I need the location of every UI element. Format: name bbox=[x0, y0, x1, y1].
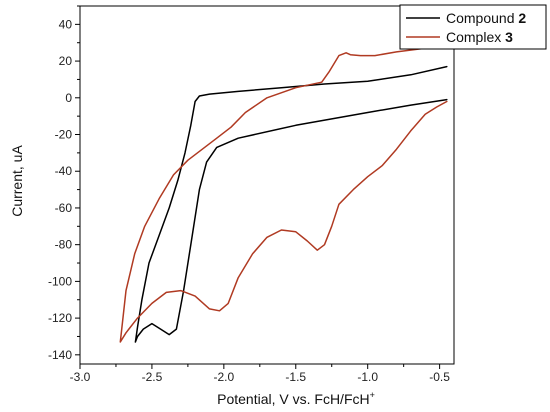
x-tick-label: -0.5 bbox=[429, 370, 450, 384]
y-axis-title: Current, uA bbox=[9, 145, 25, 217]
y-tick-label: 40 bbox=[59, 17, 73, 31]
x-axis-title: Potential, V vs. FcH/FcH+ bbox=[217, 390, 375, 407]
legend-box bbox=[399, 4, 547, 50]
y-tick-label: -140 bbox=[48, 348, 72, 362]
y-tick-label: -20 bbox=[55, 128, 73, 142]
y-tick-label: -80 bbox=[55, 238, 73, 252]
y-tick-label: -100 bbox=[48, 274, 72, 288]
y-tick-label: -120 bbox=[48, 311, 72, 325]
x-tick-label: -1.0 bbox=[357, 370, 378, 384]
y-tick-label: -60 bbox=[55, 201, 73, 215]
legend-entry-1: Compound 2 bbox=[446, 10, 526, 26]
plot-area bbox=[79, 5, 455, 365]
series-layer bbox=[119, 46, 448, 343]
x-tick-label: -1.5 bbox=[285, 370, 306, 384]
x-axis-title-sup: + bbox=[370, 390, 375, 400]
x-axis-title-text: Potential, V vs. FcH/FcH bbox=[217, 391, 369, 407]
y-tick-label: 20 bbox=[59, 54, 73, 68]
x-tick-label: -3.0 bbox=[70, 370, 91, 384]
axes: -3.0 -2.5 -2.0 -1.5 -1.0 -0.5 -140 -120 -100 -80 -… bbox=[48, 5, 450, 384]
legend: Compound 2 Complex 3 bbox=[399, 4, 547, 50]
y-tick-label: 0 bbox=[65, 91, 72, 105]
x-tick-label: -2.0 bbox=[214, 370, 235, 384]
plot-frame bbox=[79, 5, 455, 365]
legend-entry-2: Complex 3 bbox=[446, 29, 513, 45]
x-tick-label: -2.5 bbox=[142, 370, 163, 384]
series-line-1 bbox=[134, 65, 448, 343]
series-line-2 bbox=[119, 46, 448, 343]
y-tick-label: -40 bbox=[55, 164, 73, 178]
